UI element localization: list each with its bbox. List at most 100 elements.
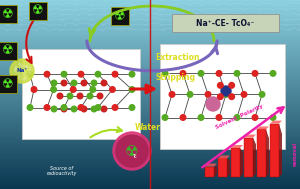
Circle shape [229, 83, 235, 88]
Circle shape [187, 92, 193, 97]
Circle shape [218, 83, 223, 88]
Circle shape [216, 71, 222, 76]
Circle shape [27, 105, 33, 110]
Text: ☢: ☢ [32, 5, 44, 18]
Circle shape [51, 87, 56, 92]
FancyBboxPatch shape [0, 42, 17, 60]
Circle shape [10, 59, 34, 83]
Bar [244, 138, 253, 177]
Bar [218, 158, 227, 177]
Circle shape [78, 71, 84, 77]
Circle shape [216, 115, 222, 120]
Circle shape [112, 105, 118, 110]
Circle shape [116, 135, 148, 167]
Circle shape [91, 80, 97, 86]
FancyBboxPatch shape [22, 49, 140, 139]
Polygon shape [240, 148, 243, 177]
Polygon shape [214, 166, 217, 177]
Polygon shape [227, 158, 230, 177]
Circle shape [223, 92, 229, 97]
Polygon shape [270, 121, 282, 124]
Circle shape [205, 92, 211, 97]
Circle shape [169, 92, 175, 97]
Circle shape [218, 94, 223, 99]
Text: Tc: Tc [132, 154, 136, 160]
Circle shape [71, 106, 77, 112]
FancyBboxPatch shape [0, 5, 17, 23]
FancyBboxPatch shape [111, 7, 129, 25]
Circle shape [110, 87, 115, 92]
Text: Solvent  Polarity: Solvent Polarity [214, 104, 264, 130]
Circle shape [95, 105, 101, 110]
Polygon shape [231, 145, 243, 148]
Circle shape [81, 80, 87, 86]
Circle shape [129, 87, 135, 92]
Circle shape [270, 115, 276, 120]
Polygon shape [279, 124, 282, 177]
Bar [270, 124, 279, 177]
Text: removal: removal [292, 142, 298, 166]
Circle shape [180, 115, 186, 120]
Circle shape [71, 80, 77, 86]
Circle shape [206, 97, 220, 111]
Circle shape [229, 94, 235, 99]
Circle shape [180, 71, 186, 76]
Polygon shape [244, 135, 256, 138]
Circle shape [234, 71, 240, 76]
Circle shape [67, 93, 73, 99]
Text: ☢: ☢ [125, 143, 139, 159]
Circle shape [252, 71, 258, 76]
Text: Stripping: Stripping [155, 73, 195, 81]
Text: ☢: ☢ [2, 44, 14, 57]
Circle shape [113, 132, 151, 170]
Polygon shape [253, 138, 256, 177]
Circle shape [87, 93, 93, 99]
FancyBboxPatch shape [160, 44, 285, 149]
Circle shape [241, 92, 247, 97]
Circle shape [234, 115, 240, 120]
Circle shape [44, 105, 50, 110]
Circle shape [259, 92, 265, 97]
Bar [205, 167, 214, 177]
Circle shape [270, 71, 276, 76]
Text: Na⁺: Na⁺ [16, 68, 28, 74]
Text: ☢: ☢ [2, 8, 14, 20]
Circle shape [57, 93, 63, 99]
Circle shape [129, 71, 135, 77]
Bar [231, 148, 240, 177]
Polygon shape [205, 163, 217, 167]
Circle shape [162, 71, 168, 76]
Circle shape [70, 87, 76, 92]
Text: ☢: ☢ [2, 77, 14, 91]
Circle shape [162, 115, 168, 120]
Circle shape [51, 106, 57, 112]
FancyBboxPatch shape [0, 75, 17, 93]
Circle shape [51, 80, 57, 86]
Circle shape [61, 80, 67, 86]
Text: ☢: ☢ [114, 9, 126, 22]
Polygon shape [257, 126, 269, 129]
Text: Water: Water [135, 122, 161, 132]
Circle shape [97, 93, 103, 99]
Circle shape [252, 115, 258, 120]
FancyBboxPatch shape [172, 14, 279, 32]
Circle shape [44, 71, 50, 77]
Circle shape [90, 87, 96, 92]
Circle shape [78, 105, 84, 110]
Circle shape [81, 106, 87, 112]
Circle shape [95, 71, 101, 77]
Circle shape [91, 106, 97, 112]
Circle shape [61, 71, 67, 77]
Circle shape [221, 86, 231, 96]
Circle shape [112, 71, 118, 77]
Polygon shape [218, 155, 230, 158]
Circle shape [198, 71, 204, 76]
Circle shape [101, 80, 107, 86]
Circle shape [101, 106, 107, 112]
Circle shape [27, 71, 33, 77]
Text: Source of
radioactivity: Source of radioactivity [47, 166, 77, 176]
Bar [257, 129, 266, 177]
Circle shape [61, 105, 67, 110]
FancyBboxPatch shape [29, 2, 47, 20]
Text: Extraction: Extraction [155, 53, 200, 61]
